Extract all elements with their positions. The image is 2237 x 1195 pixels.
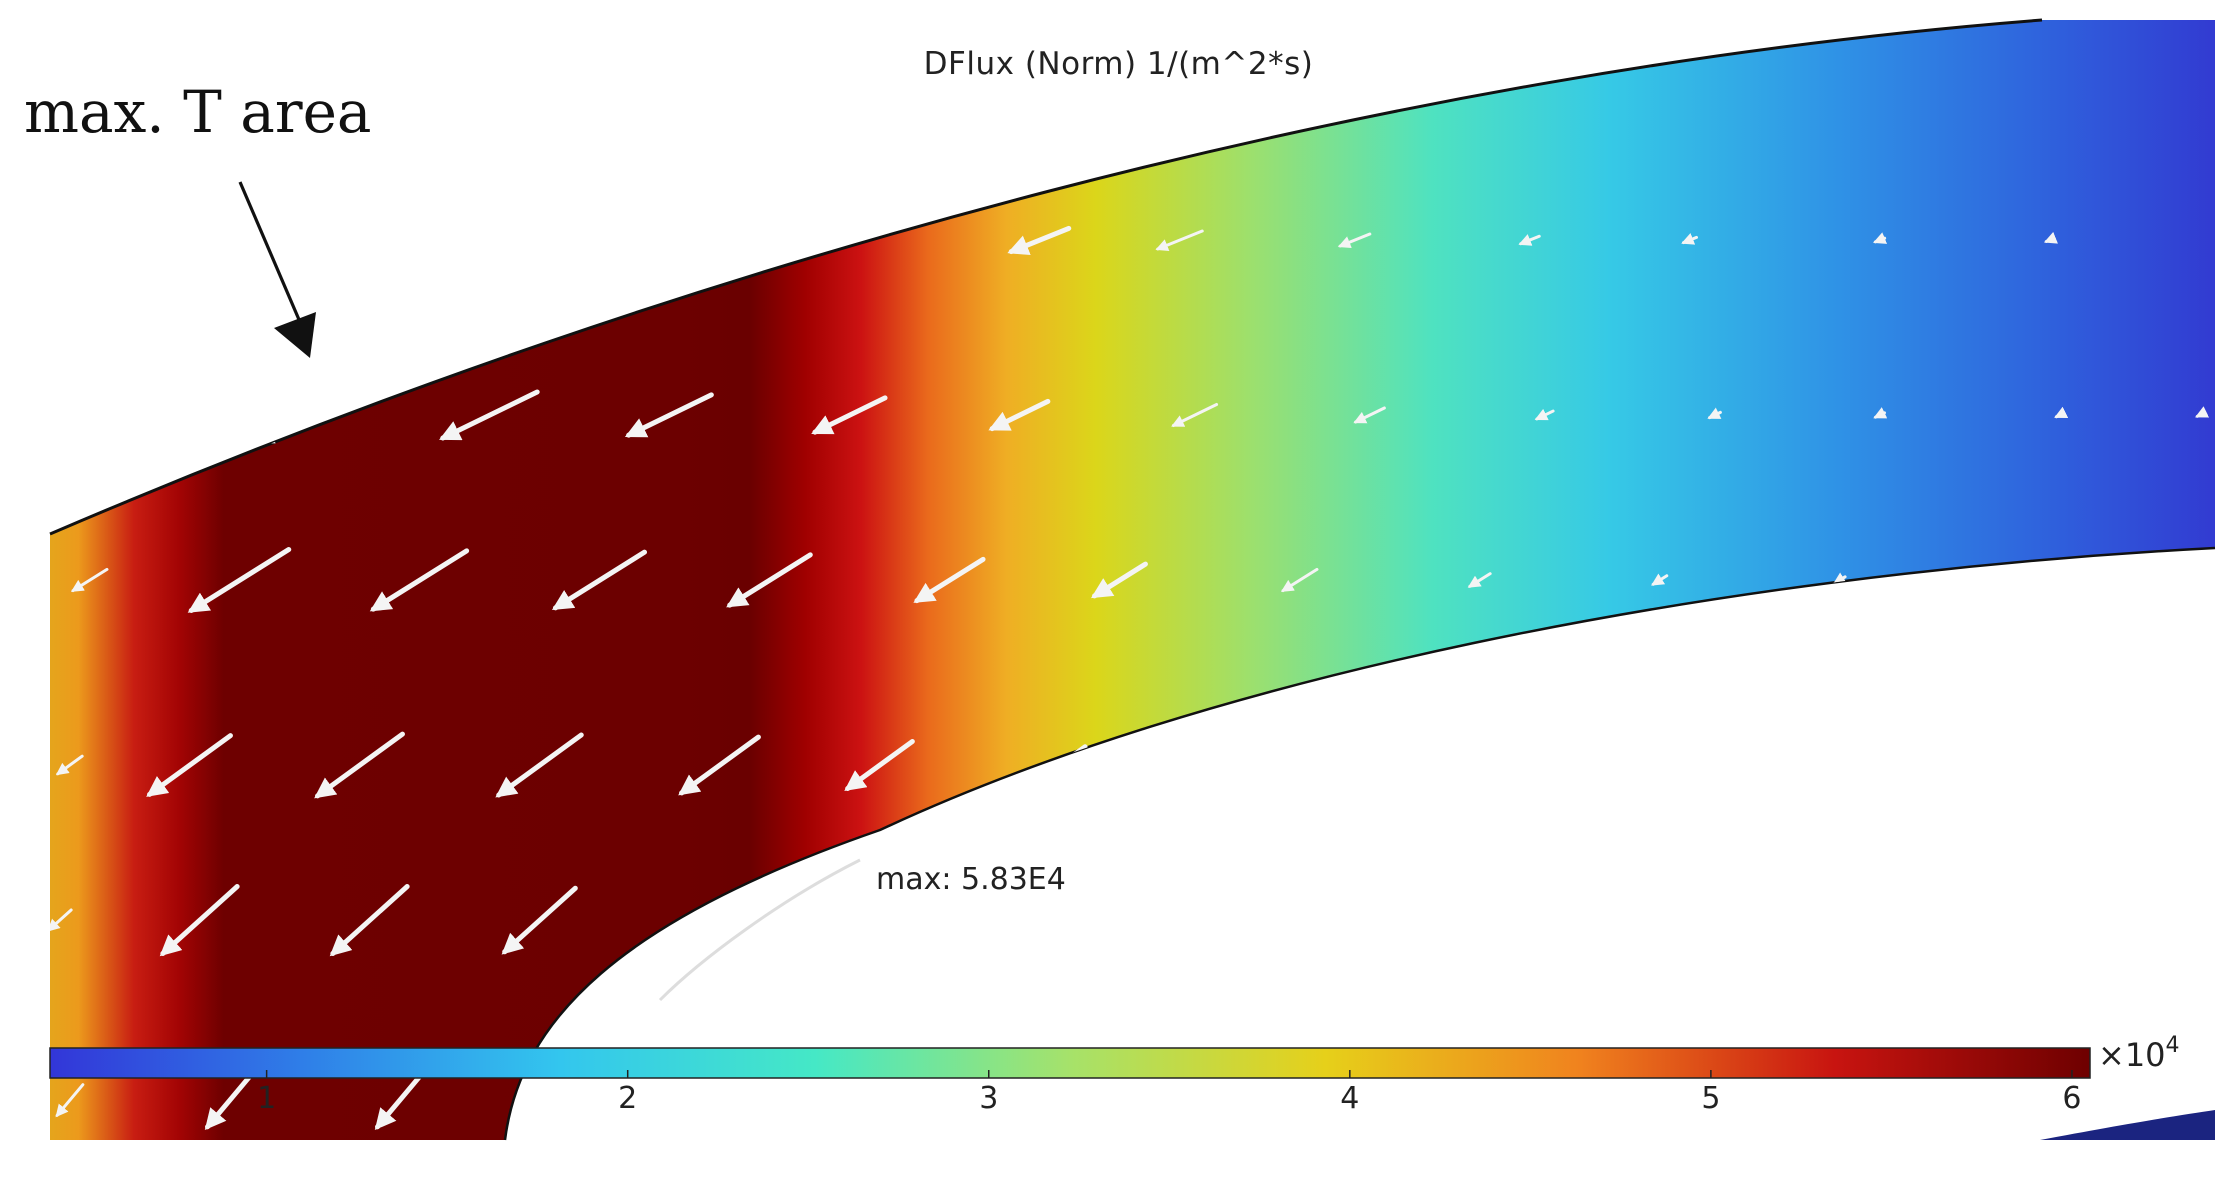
flux-arrow <box>1873 232 1888 244</box>
flux-arrow <box>495 732 584 798</box>
colorbar: 1 2 3 4 5 6 ×104 <box>49 1033 2180 1116</box>
flux-arrow <box>70 567 109 593</box>
plot-title: DFlux (Norm) 1/(m^2*s) <box>923 46 1314 82</box>
flux-arrow <box>187 547 292 613</box>
flux-arrow <box>988 398 1051 432</box>
flux-arrow <box>1280 567 1319 593</box>
flux-arrow <box>2043 231 2058 244</box>
flux-arrow <box>1467 572 1492 588</box>
lower-boundary <box>503 546 2216 1141</box>
colorbar-bar <box>49 1047 2091 1079</box>
flux-arrow <box>501 885 578 955</box>
flux-vector-arrows <box>50 225 2210 1131</box>
flux-arrow <box>726 552 813 608</box>
flux-arrow <box>204 1070 255 1131</box>
flux-arrow <box>2184 571 2199 584</box>
flux-arrow <box>1171 402 1219 428</box>
flux-arrow <box>50 908 73 932</box>
colorbar-multiplier: ×104 <box>2098 1033 2180 1074</box>
flux-arrow <box>1707 407 1722 420</box>
flux-arrow <box>1518 234 1541 246</box>
flux-arrow <box>1873 407 1888 419</box>
colorbar-tick-label: 4 <box>1340 1081 1359 1116</box>
annotation-label: max. T area <box>24 78 372 146</box>
flux-arrow <box>1534 408 1555 421</box>
flux-arrow <box>551 549 648 611</box>
flux-arrow <box>1651 573 1669 586</box>
flux-arrow <box>1337 232 1372 249</box>
flux-arrow <box>314 731 405 799</box>
colorbar-tick-label: 3 <box>979 1081 998 1116</box>
flux-arrow <box>439 389 540 441</box>
flux-arrow <box>159 884 240 957</box>
annotation-arrow-head <box>274 312 316 358</box>
upper-boundary <box>49 18 2043 536</box>
flux-arrow <box>55 1083 85 1118</box>
flux-arrow <box>2003 571 2018 585</box>
colorbar-ticks: 1 2 3 4 5 6 <box>257 1070 2081 1116</box>
flux-arrow <box>1155 229 1204 252</box>
adjacent-domain-sliver <box>2040 1110 2215 1140</box>
flux-arrow <box>1007 225 1072 256</box>
flux-arrow <box>844 738 915 792</box>
ghost-outline <box>658 858 861 1002</box>
flux-arrow <box>329 884 410 957</box>
flux-arrow <box>624 392 714 438</box>
annotation-arrow-shaft <box>238 181 302 323</box>
flux-arrow <box>146 733 233 797</box>
flux-arrow <box>1090 561 1148 599</box>
flux-arrow <box>2054 406 2069 419</box>
colorbar-tick-label: 5 <box>1701 1081 1720 1116</box>
flux-arrow <box>55 754 84 776</box>
colorbar-tick-label: 6 <box>2062 1081 2081 1116</box>
flux-arrow <box>1200 751 1239 779</box>
flux-arrow <box>1387 755 1413 775</box>
colorbar-tick-label: 1 <box>257 1081 276 1116</box>
flux-arrow <box>369 548 470 612</box>
flux-arrow <box>1353 406 1386 424</box>
flux-arrow <box>2195 406 2210 418</box>
colorbar-tick-label: 2 <box>618 1081 637 1116</box>
flux-arrow <box>1681 233 1698 245</box>
flux-arrow <box>913 556 986 604</box>
flux-arrow <box>678 734 761 796</box>
flux-arrow <box>374 1070 425 1131</box>
max-value-label: max: 5.83E4 <box>876 862 1066 897</box>
flux-arrow <box>811 395 888 435</box>
flux-domain <box>50 20 2215 1140</box>
